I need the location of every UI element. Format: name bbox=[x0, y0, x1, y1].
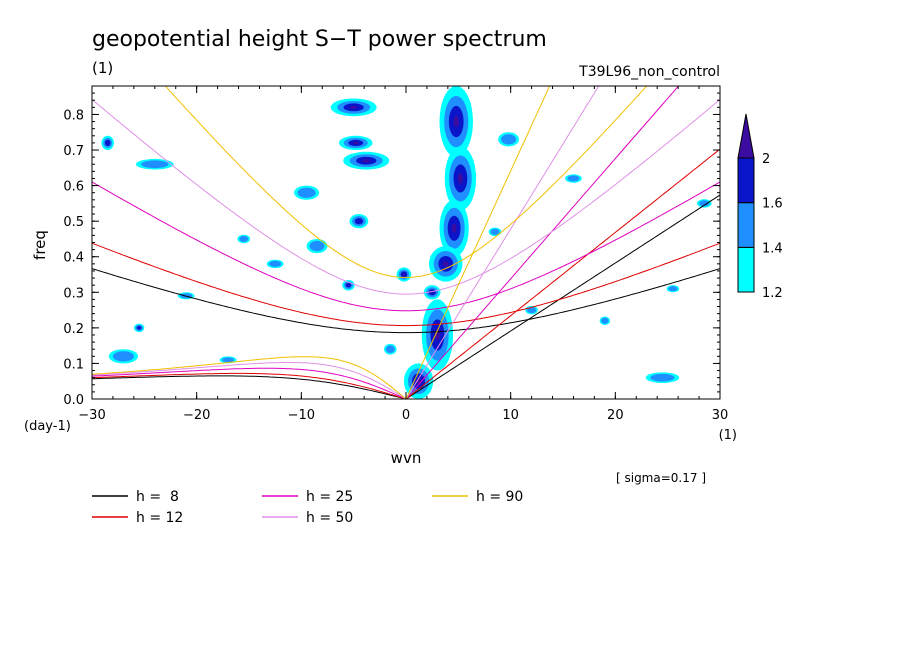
kelvin-curve bbox=[405, 86, 551, 399]
legend-label: h = 12 bbox=[136, 510, 183, 526]
contour-blob bbox=[501, 134, 517, 145]
legend-label: h = 90 bbox=[476, 489, 523, 505]
y-tick-label: 0.6 bbox=[63, 180, 84, 195]
plot-frame bbox=[91, 85, 721, 400]
y-axis-label: freq bbox=[31, 230, 49, 260]
sigma-note: [ sigma=0.17 ] bbox=[616, 471, 706, 485]
colorbar-segment bbox=[737, 202, 755, 248]
inertia-gravity-curve bbox=[92, 99, 720, 295]
colorbar-label: 1.4 bbox=[762, 241, 783, 256]
colorbar-segment bbox=[737, 157, 755, 204]
x-tick-label: 30 bbox=[712, 408, 729, 423]
colorbar-label: 1.6 bbox=[762, 197, 783, 212]
colorbar-label: 2 bbox=[762, 152, 770, 167]
inertia-gravity-curve bbox=[92, 268, 720, 334]
axis-ticks: −30 −20 −10 0 10 20 30 0.0 0.1 0.2 0.3 0.4 0.5 0.6 0.7… bbox=[63, 86, 728, 423]
y-tick-label: 0.1 bbox=[63, 357, 84, 372]
legend-label: h = 50 bbox=[306, 510, 353, 526]
y-tick-label: 0.8 bbox=[63, 108, 84, 123]
contour-blob bbox=[269, 260, 282, 267]
kelvin-curve bbox=[405, 86, 600, 399]
contour-blob bbox=[136, 325, 142, 330]
y-tick-label: 0.4 bbox=[63, 251, 84, 266]
colorbar-segment bbox=[737, 246, 755, 293]
colorbar-extend-triangle bbox=[737, 113, 755, 159]
x-tick-label: 0 bbox=[402, 408, 410, 423]
x-tick-label: −20 bbox=[183, 408, 210, 423]
chart-title: geopotential height S−T power spectrum bbox=[92, 27, 547, 52]
x-tick-label: 20 bbox=[607, 408, 624, 423]
contour-blob bbox=[527, 307, 537, 314]
contour-blob bbox=[349, 105, 358, 109]
filled-contours bbox=[101, 86, 712, 399]
chart-subtitle-left: (1) bbox=[92, 59, 113, 77]
contour-blob bbox=[601, 317, 609, 324]
contour-blob bbox=[457, 173, 463, 184]
contour-blob bbox=[104, 139, 111, 147]
inertia-gravity-curve bbox=[92, 181, 720, 312]
chart-subtitle-right: T39L96_non_control bbox=[578, 64, 720, 80]
kelvin-curve bbox=[405, 194, 720, 399]
kelvin-curve bbox=[405, 86, 680, 399]
rossby-curve bbox=[92, 372, 407, 399]
rossby-curve bbox=[92, 361, 407, 399]
contour-blob bbox=[650, 373, 675, 382]
contour-blob bbox=[453, 115, 459, 128]
y-unit-label: (day-1) bbox=[24, 419, 71, 434]
legend: h = 8 h = 12 h = 25 h = 50 h = 90 bbox=[92, 489, 523, 526]
contour-blob bbox=[362, 159, 370, 163]
x-tick-label: −30 bbox=[78, 408, 105, 423]
colorbar-label: 1.2 bbox=[762, 286, 783, 301]
colorbar: 1.2 1.4 1.6 2 bbox=[737, 113, 783, 301]
dispersion-curves bbox=[92, 86, 720, 399]
rossby-curve bbox=[92, 367, 407, 399]
contour-blob bbox=[443, 260, 449, 267]
contour-blob bbox=[668, 286, 678, 292]
y-tick-label: 0.2 bbox=[63, 322, 84, 337]
inertia-gravity-curve bbox=[92, 242, 720, 327]
contour-blob bbox=[353, 141, 359, 145]
rossby-curve bbox=[92, 356, 407, 399]
x-axis-label: wvn bbox=[391, 449, 422, 467]
contour-blob bbox=[385, 345, 395, 354]
contour-blob bbox=[451, 223, 457, 233]
inertia-gravity-curve bbox=[164, 86, 648, 279]
rossby-curve bbox=[92, 375, 407, 399]
contour-blob bbox=[699, 200, 710, 207]
y-tick-label: 0.0 bbox=[63, 393, 84, 408]
x-tick-label: 10 bbox=[502, 408, 519, 423]
contour-blob bbox=[222, 357, 235, 363]
contour-blob bbox=[112, 351, 134, 362]
x-unit-label: (1) bbox=[719, 428, 737, 443]
kelvin-curve bbox=[405, 148, 720, 399]
y-tick-label: 0.3 bbox=[63, 286, 84, 301]
x-tick-label: −10 bbox=[288, 408, 315, 423]
contour-blob bbox=[402, 273, 406, 276]
contour-blob bbox=[297, 187, 316, 198]
y-tick-label: 0.5 bbox=[63, 215, 84, 230]
y-tick-label: 0.7 bbox=[63, 144, 84, 159]
contour-blob bbox=[354, 218, 364, 225]
contour-blob bbox=[141, 160, 169, 169]
contour-blob bbox=[309, 240, 325, 252]
legend-label: h = 8 bbox=[136, 489, 179, 505]
contour-blob bbox=[345, 282, 352, 288]
contour-blob bbox=[490, 228, 500, 235]
legend-label: h = 25 bbox=[306, 489, 353, 505]
contour-blob bbox=[239, 235, 249, 243]
contour-blob bbox=[567, 175, 580, 182]
